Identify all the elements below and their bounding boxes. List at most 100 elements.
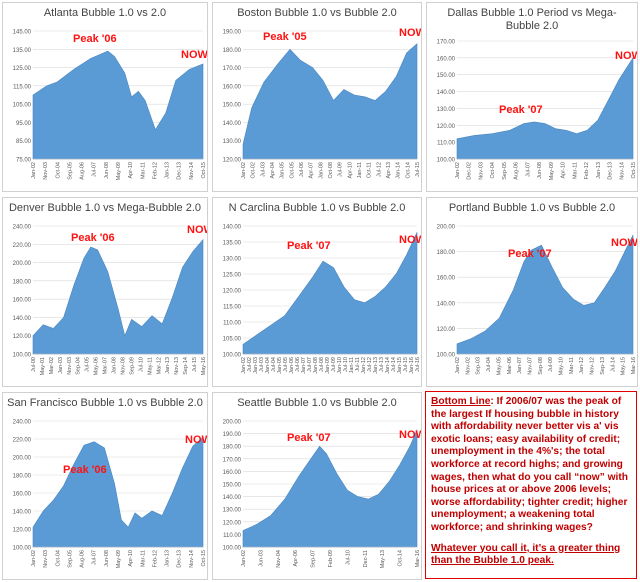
area-series — [32, 50, 204, 160]
x-tick-label: Jan-12 — [361, 357, 367, 374]
y-tick-label: 120.00 — [223, 158, 242, 164]
y-tick-label: 200.00 — [223, 420, 242, 426]
x-tick-label: Jul-14 — [391, 357, 397, 372]
x-tick-label: Jan-07 — [517, 357, 523, 374]
x-tick-label: May-05 — [496, 357, 502, 375]
x-tick-label: Oct-15 — [201, 162, 207, 179]
x-tick-label: Jul-10 — [345, 550, 351, 565]
x-tick-label: Sep-14 — [183, 357, 189, 375]
y-tick-label: 240.00 — [13, 420, 32, 426]
y-tick-label: 140.00 — [223, 495, 242, 501]
chart-title: N Carclina Bubble 1.0 vs Bubble 2.0 — [228, 202, 406, 214]
y-tick-label: 200.00 — [437, 225, 456, 231]
x-tick-label: Apr-04 — [270, 162, 276, 179]
x-tick-label: Jun-08 — [104, 162, 110, 179]
x-tick-label: Oct-04 — [55, 550, 61, 567]
y-tick-label: 100.00 — [223, 546, 242, 552]
x-tick-label: Jan-12 — [579, 357, 585, 374]
y-tick-label: 100.00 — [13, 546, 32, 552]
area-series — [32, 238, 204, 355]
bottom-line-paragraph: Bottom Line: If 2006/07 was the peak of … — [431, 396, 631, 535]
x-tick-label: Sep-05 — [67, 550, 73, 568]
y-tick-label: 120.00 — [223, 289, 242, 295]
y-tick-label: 170.00 — [223, 66, 242, 72]
x-tick-label: Dec-13 — [177, 162, 183, 180]
x-tick-label: Feb-12 — [152, 162, 158, 179]
x-tick-label: Jan-13 — [165, 162, 171, 179]
y-tick-label: 125.00 — [13, 66, 32, 72]
y-tick-label: 170.00 — [223, 457, 242, 463]
x-tick-label: May-09 — [116, 550, 122, 568]
x-tick-label: Nov-14 — [189, 162, 195, 180]
x-tick-label: Jul-09 — [338, 162, 344, 177]
chart-panel-dallas: Dallas Bubble 1.0 Period vs Mega-Bubble … — [426, 2, 638, 192]
x-tick-label: Jan-02 — [241, 357, 247, 374]
chart-svg: 100.00 120.00 140.00 160.00 180.00 200.00 Jan-… — [437, 225, 637, 376]
y-tick-label: 120.00 — [13, 528, 32, 534]
x-tick-label: Jun-03 — [258, 550, 264, 567]
chart-svg: 100.00 105.00 110.00 115.00 120.00 125.00 130.… — [223, 225, 421, 374]
area-series — [456, 234, 634, 355]
peak-label: Peak '05 — [263, 31, 307, 43]
x-tick-label: Nov-04 — [276, 550, 282, 568]
x-tick-label: May-09 — [549, 162, 555, 180]
x-tick-label: Oct-04 — [55, 162, 61, 179]
x-tick-label: Oct-02 — [251, 162, 257, 179]
x-tick-label: Sep-05 — [502, 162, 508, 180]
y-tick-label: 160.00 — [437, 276, 456, 282]
y-tick-label: 180.00 — [223, 48, 242, 54]
x-tick-label: Jul-13 — [379, 357, 385, 372]
y-tick-label: 140.00 — [223, 121, 242, 127]
x-tick-label: Jan-11 — [357, 162, 363, 178]
x-tick-label: Nov-03 — [43, 162, 49, 180]
chart-title: Seattle Bubble 1.0 vs Bubble 2.0 — [237, 397, 397, 409]
now-label: NOW — [181, 49, 208, 61]
x-tick-label: Jan-09 — [325, 357, 331, 374]
y-tick-label: 180.00 — [13, 279, 32, 285]
x-tick-label: Jul-04 — [271, 357, 277, 372]
chart-svg: 100.00 120.00 140.00 160.00 180.00 200.00 220.… — [13, 225, 207, 376]
x-tick-label: Sep-05 — [67, 162, 73, 180]
x-tick-label: Jul-10 — [343, 357, 349, 372]
area-series — [456, 56, 634, 160]
x-tick-label: Jan-02 — [241, 162, 247, 179]
x-tick-label: May-13 — [380, 550, 386, 568]
x-tick-label: Sep-08 — [538, 357, 544, 375]
x-tick-label: May-06 — [94, 357, 100, 375]
y-tick-label: 140.00 — [437, 301, 456, 307]
y-tick-label: 140.00 — [13, 316, 32, 322]
y-tick-label: 145.00 — [13, 30, 32, 36]
y-tick-label: 180.00 — [437, 250, 456, 256]
x-tick-label: Jul-10 — [138, 357, 144, 372]
x-tick-label: Jan-05 — [277, 357, 283, 374]
x-tick-label: Jan-16 — [409, 357, 415, 374]
x-tick-label: Nov-13 — [174, 357, 180, 375]
x-tick-label: Sep-04 — [76, 357, 82, 375]
chart-title: San Francisco Bubble 1.0 vs Bubble 2.0 — [7, 397, 203, 409]
chart-title: Boston Bubble 1.0 vs Bubble 2.0 — [237, 7, 397, 19]
y-tick-label: 190.00 — [223, 432, 242, 438]
x-tick-label: Jan-02 — [31, 550, 37, 567]
x-tick-label: Apr-10 — [561, 162, 567, 179]
x-tick-label: Jan-13 — [165, 550, 171, 567]
x-tick-label: Jan-04 — [265, 357, 271, 374]
x-tick-label: Mar-11 — [572, 162, 578, 179]
x-tick-label: Oct-04 — [490, 162, 496, 179]
x-tick-label: Jul-02 — [247, 357, 253, 372]
x-tick-label: Mar-16 — [631, 357, 637, 374]
x-tick-label: Jan-05 — [280, 162, 286, 179]
chart-panel-denver: Denver Bubble 1.0 vs Mega-Bubble 2.0 100… — [2, 197, 208, 387]
x-tick-label: Apr-13 — [386, 162, 392, 179]
y-tick-label: 240.00 — [13, 225, 32, 231]
x-tick-label: Jan-10 — [337, 357, 343, 374]
x-tick-label: Dec-11 — [363, 550, 369, 567]
x-tick-label: Jul-16 — [415, 357, 421, 372]
x-tick-label: Jul-05 — [85, 357, 91, 372]
y-tick-label: 100.00 — [437, 353, 456, 359]
x-tick-label: Feb-09 — [328, 550, 334, 567]
peak-label: Peak '06 — [71, 232, 115, 244]
x-tick-label: Jan-13 — [373, 357, 379, 374]
x-tick-label: Jun-08 — [537, 162, 543, 179]
bottom-line-conclusion: Whatever you call it, it’s a greater thi… — [431, 542, 621, 567]
x-tick-label: Nov-02 — [465, 357, 471, 375]
